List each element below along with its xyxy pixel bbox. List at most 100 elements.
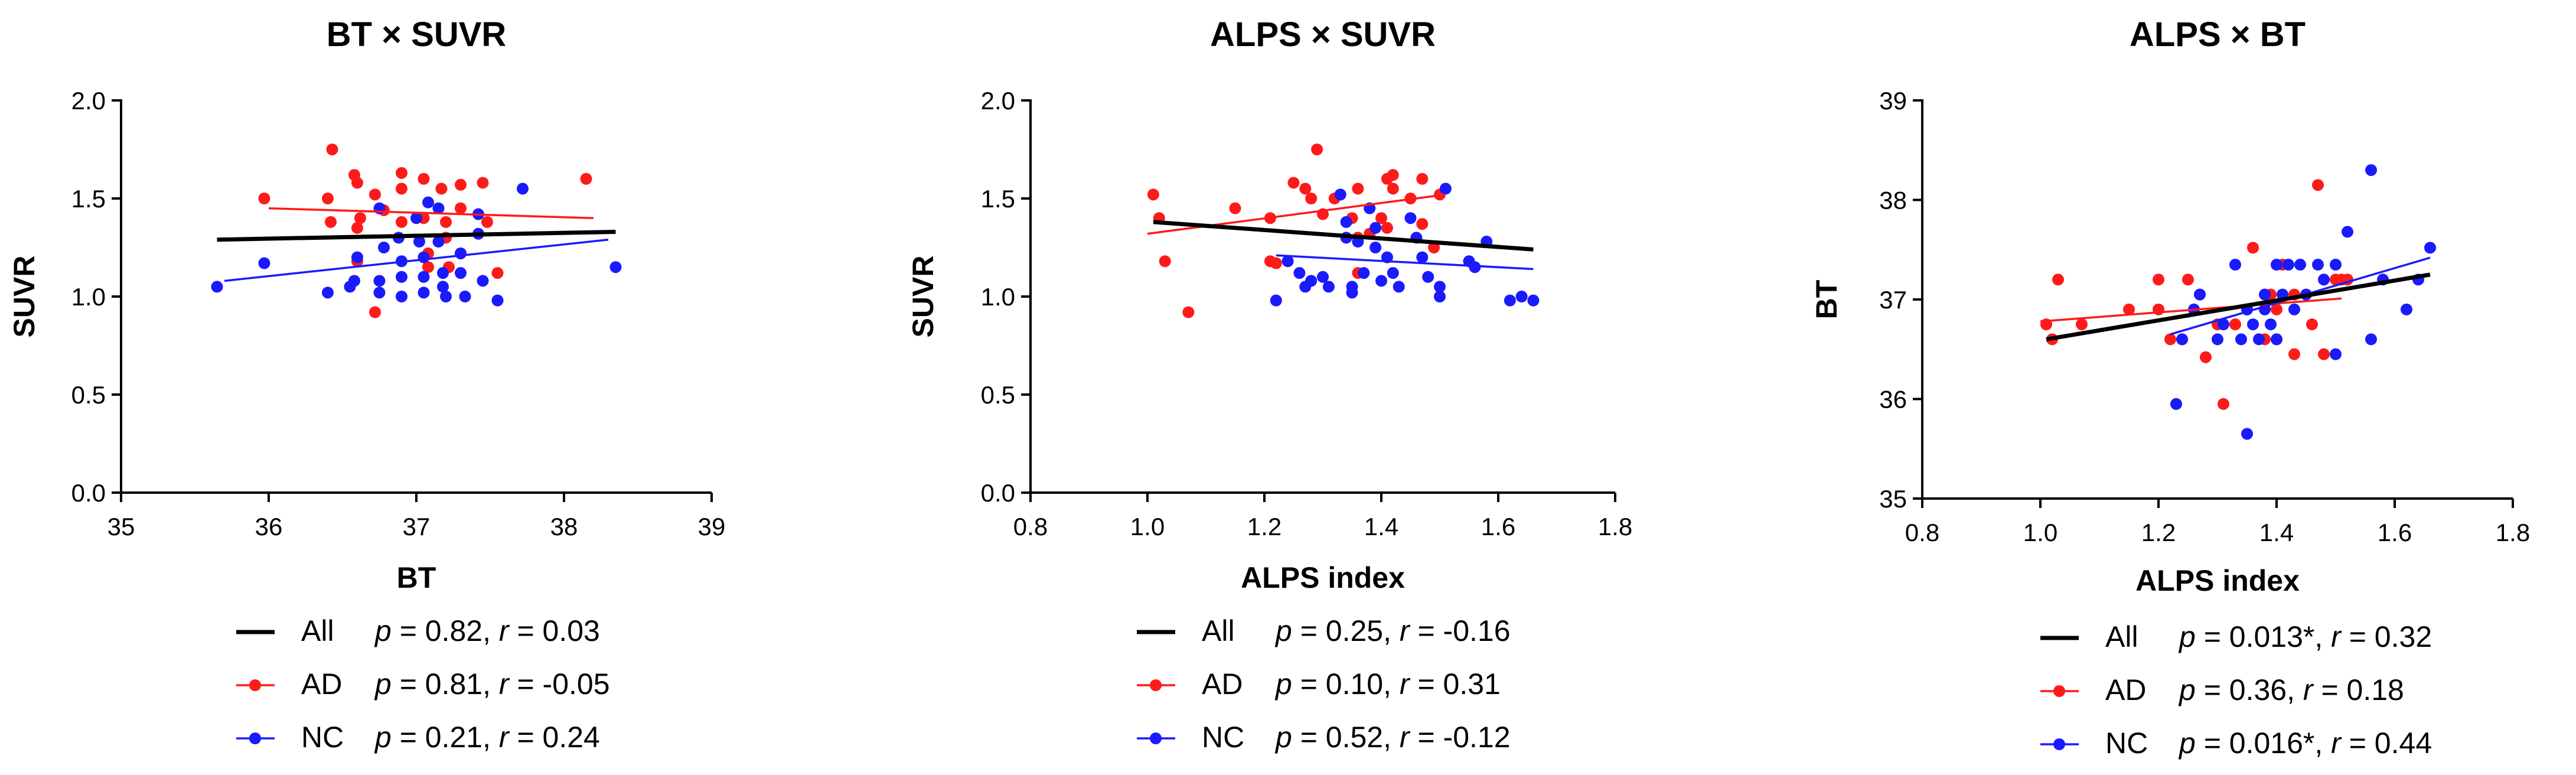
legend-stat-r: r [1400,667,1411,701]
y-tick-label: 1.5 [71,185,106,213]
legend-stats-ad: p = 0.81, r = -0.05 [374,667,610,701]
data-point-nc [609,261,622,273]
legend-stat-p: p [1274,614,1292,647]
legend-marker-nc [2053,738,2065,750]
y-tick-label: 39 [1879,87,1907,115]
data-point-nc [2330,259,2342,271]
x-tick-label: 36 [255,513,283,540]
x-tick-label: 0.8 [1905,519,1939,546]
data-point-ad [2306,318,2318,331]
data-point-ad [396,183,407,195]
data-point-ad [2271,303,2282,315]
x-tick-label: 1.4 [1364,513,1398,540]
x-tick-label: 1.8 [1598,513,1632,540]
data-point-ad [369,306,381,318]
legend-stat-p-val: = 0.21, [392,721,499,754]
y-axis-label: BT [1810,280,1843,320]
data-point-nc [1422,271,1434,283]
data-point-nc [396,291,407,302]
y-tick-label: 2.0 [981,87,1015,115]
data-point-ad [1159,255,1171,268]
data-point-nc [2401,303,2412,315]
data-point-ad [455,202,467,214]
legend-name-ad: AD [1202,667,1243,701]
x-axis-label: ALPS index [1241,561,1405,594]
data-point-nc [2218,318,2229,331]
data-point-ad [1416,172,1429,185]
y-tick-label: 36 [1879,386,1907,413]
x-tick-label: 0.8 [1013,513,1048,540]
legend-name-nc: NC [1202,721,1244,754]
data-point-nc [1504,294,1516,307]
x-tick-label: 1.6 [1481,513,1515,540]
data-point-nc [1322,281,1335,293]
x-tick-label: 1.0 [1130,513,1165,540]
data-point-ad [1229,202,1241,214]
x-tick-label: 1.8 [2496,519,2530,546]
chart-title: ALPS × SUVR [1210,15,1436,54]
legend-stat-r: r [499,614,510,647]
data-point-nc [2365,333,2377,346]
fit-line-ad [1147,193,1446,235]
legend-stat-r: r [1400,614,1411,647]
data-point-nc [1346,286,1358,299]
data-point-nc [2176,333,2188,346]
data-point-nc [2194,288,2206,301]
x-tick-label: 35 [107,513,135,540]
legend-stat-r-val: = -0.12 [1410,721,1511,754]
fit-line-nc [1276,254,1534,271]
legend-stats-all: p = 0.013*, r = 0.32 [2178,620,2432,653]
chart-title: ALPS × BT [2130,15,2306,54]
data-point-ad [2218,398,2229,410]
legend-stat-r: r [2331,620,2342,653]
data-point-nc [1527,294,1540,307]
legend-stat-p: p [2178,727,2196,760]
fit-line-ad [2040,297,2342,323]
data-point-nc [1369,242,1382,253]
legend-stat-r: r [2331,727,2342,760]
legend-marker-nc [1150,732,1162,744]
chart-title: BT × SUVR [327,15,507,54]
legend-stat-p: p [1274,721,1292,754]
data-point-ad [2200,351,2212,363]
legend-stat-p: p [374,721,392,754]
x-tick-label: 1.0 [2023,519,2057,546]
legend-name-all: All [1202,614,1235,647]
data-point-nc [432,236,445,248]
data-point-nc [432,202,445,214]
legend-name-nc: NC [2105,727,2148,760]
data-point-nc [396,271,407,283]
data-point-ad [2312,179,2324,191]
data-point-ad [1352,183,1364,195]
fit-line-all [2046,272,2431,341]
x-axis-label: BT [397,561,436,594]
legend-name-ad: AD [301,667,342,701]
y-axis-label: SUVR [907,256,940,338]
data-point-ad [258,193,270,204]
y-tick-label: 38 [1879,187,1907,214]
legend-stat-r-val: = 0.24 [509,721,600,754]
data-point-nc [2342,226,2353,238]
legend-stat-p: p [2178,620,2196,653]
legend-stat-p-val: = 0.25, [1292,614,1400,647]
x-tick-label: 38 [550,513,578,540]
data-point-nc [2282,259,2294,271]
data-point-ad [322,193,334,204]
data-point-ad [369,188,381,201]
chart-panel-3: ALPS × BT 35 36 37 38 39 0.8 1.0 1.2 1.4 1.6 1.8 ALP… [1810,15,2530,760]
data-point-nc [2330,348,2342,360]
legend-stat-p-val: = 0.36, [2196,673,2303,706]
legend-stats-nc: p = 0.21, r = 0.24 [374,721,600,754]
fit-line-ad [268,207,594,219]
x-tick-label: 1.6 [2378,519,2412,546]
y-axis-label: SUVR [8,256,41,338]
data-point-ad [2076,318,2088,331]
legend-stat-p: p [2178,673,2196,706]
legend-stat-r-val: = 0.44 [2341,727,2432,760]
data-point-nc [1282,255,1294,268]
data-point-ad [455,178,467,191]
chart-panel-2: ALPS × SUVR 0.0 0.5 1.0 1.5 2.0 0.8 1.0 1.2 1.4 1.… [907,15,1632,754]
y-tick-label: 1.0 [71,283,106,311]
data-point-nc [2247,318,2259,331]
